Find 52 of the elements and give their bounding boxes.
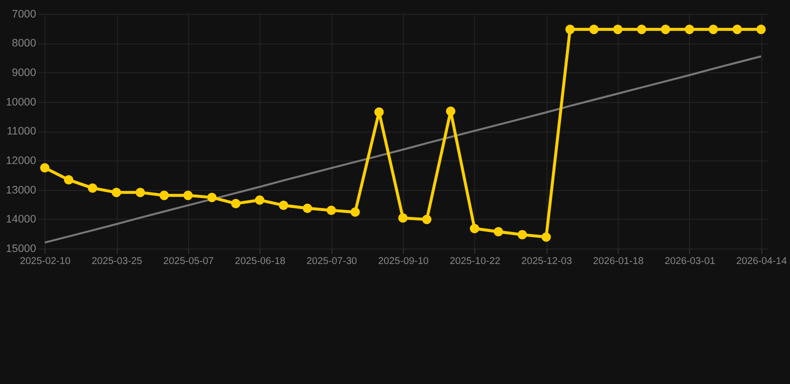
y-tick-label: 15000 xyxy=(6,242,36,255)
y-tick-label: 12000 xyxy=(6,154,36,167)
line-series xyxy=(44,55,762,244)
point xyxy=(231,198,240,208)
y-tick-label: 9000 xyxy=(12,66,36,79)
x-tick-label: 2026-01-18 xyxy=(593,256,644,267)
point xyxy=(254,195,264,205)
point xyxy=(684,24,694,34)
point xyxy=(159,190,169,200)
y-tick-label: 10000 xyxy=(6,96,36,108)
y-tick-label: 11000 xyxy=(6,126,36,138)
point xyxy=(112,188,122,198)
x-tick-label: 2025-05-07 xyxy=(163,256,214,267)
y-tick-label: 7000 xyxy=(12,8,36,20)
x-tick-label: 2025-03-25 xyxy=(92,256,143,267)
point xyxy=(398,213,408,223)
point xyxy=(64,175,74,185)
x-tick-label: 2025-06-18 xyxy=(234,256,286,267)
point xyxy=(518,230,527,240)
point xyxy=(708,24,718,34)
y-tick-label: 13000 xyxy=(6,184,36,196)
point xyxy=(326,206,336,216)
point xyxy=(374,107,384,117)
point xyxy=(446,106,456,116)
point xyxy=(613,24,622,34)
x-tick-label: 2025-12-03 xyxy=(521,256,572,267)
point xyxy=(136,188,145,198)
x-tick-label: 2026-03-01 xyxy=(664,256,716,267)
point xyxy=(732,24,742,34)
point xyxy=(278,200,288,210)
point xyxy=(756,24,766,34)
point xyxy=(207,192,217,202)
point xyxy=(422,214,432,224)
point xyxy=(183,190,193,200)
x-tick-label: 2025-09-10 xyxy=(378,256,430,267)
point xyxy=(636,24,646,34)
x-tick-label: 2025-10-22 xyxy=(450,256,500,267)
x-tick-label: 2026-04-14 xyxy=(736,256,788,267)
point xyxy=(565,24,575,34)
point xyxy=(589,24,599,34)
point xyxy=(40,163,50,172)
point xyxy=(470,224,480,234)
point xyxy=(541,232,551,242)
point xyxy=(302,204,312,213)
y-tick-label: 14000 xyxy=(6,214,36,226)
x-tick-label: 2025-02-10 xyxy=(20,256,72,267)
point xyxy=(88,183,98,193)
point xyxy=(660,24,670,34)
x-tick-label: 2025-07-30 xyxy=(306,256,358,267)
y-tick-label: 8000 xyxy=(12,38,36,50)
point xyxy=(494,227,504,236)
point xyxy=(350,207,360,217)
